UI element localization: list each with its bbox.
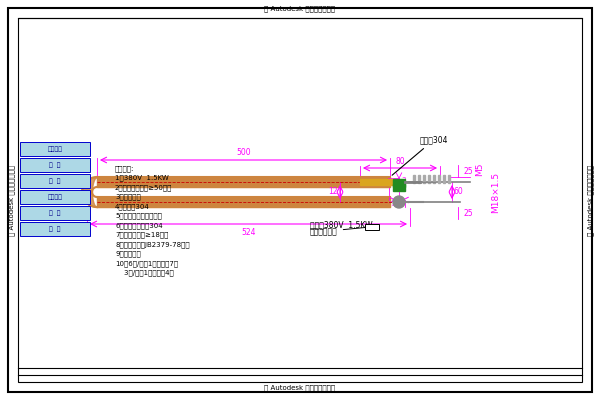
Bar [20, 206, 90, 220]
Bar [360, 179, 395, 185]
Text: 25: 25 [464, 208, 473, 218]
Text: 6、引出棒材料：304: 6、引出棒材料：304 [115, 222, 163, 229]
Text: 80: 80 [395, 157, 405, 166]
Bar [97, 177, 390, 187]
Bar [20, 142, 90, 156]
Text: 3、介质：水: 3、介质：水 [115, 194, 141, 200]
Text: 日  期: 日 期 [49, 226, 61, 232]
Bar [433, 175, 435, 183]
Text: 工艺规号: 工艺规号 [47, 194, 62, 200]
Text: 由 Autodesk 教育版产品制作: 由 Autodesk 教育版产品制作 [8, 164, 16, 236]
Bar [423, 175, 425, 183]
Text: 制造日期代码: 制造日期代码 [310, 227, 367, 236]
Text: 由 Autodesk 教育版产品制作: 由 Autodesk 教育版产品制作 [265, 385, 335, 391]
Bar [365, 224, 379, 230]
Text: 60: 60 [454, 188, 464, 196]
Text: 1、380V  1.5KW: 1、380V 1.5KW [115, 174, 169, 181]
Bar [20, 222, 90, 236]
Bar [438, 175, 440, 183]
Text: 由 Autodesk 教育版产品制作: 由 Autodesk 教育版产品制作 [265, 6, 335, 12]
Text: 9、保证封装: 9、保证封装 [115, 250, 141, 257]
Bar [393, 184, 405, 191]
Text: 标  校: 标 校 [49, 178, 61, 184]
Text: M5: M5 [476, 163, 485, 176]
Text: 7、使用寿命：≥18个月: 7、使用寿命：≥18个月 [115, 232, 169, 238]
Bar [20, 190, 90, 204]
Text: 524: 524 [241, 228, 256, 237]
Bar [413, 175, 415, 183]
Bar [393, 179, 405, 187]
Text: 2、冷态绝缘电阻≥50欧姆: 2、冷态绝缘电阻≥50欧姆 [115, 184, 172, 191]
Text: 打印：380V  1.5KW: 打印：380V 1.5KW [310, 220, 373, 229]
Text: 签  字: 签 字 [49, 210, 61, 216]
Text: 500: 500 [236, 148, 251, 157]
Text: 由 Autodesk 教育版产品制作: 由 Autodesk 教育版产品制作 [587, 164, 595, 236]
Bar [428, 175, 430, 183]
Text: 4: 4 [392, 202, 396, 208]
Text: 5、绝缘填料：氧化镁粉: 5、绝缘填料：氧化镁粉 [115, 212, 162, 219]
Bar [443, 175, 445, 183]
Bar [448, 175, 450, 183]
Text: M18×1.5: M18×1.5 [491, 172, 500, 212]
Text: 4、材料：304: 4、材料：304 [115, 203, 150, 210]
Circle shape [393, 196, 405, 208]
Text: 3: 3 [401, 177, 406, 183]
Text: 12: 12 [329, 188, 338, 196]
Text: 技术要求:: 技术要求: [115, 165, 134, 172]
Text: 审  图: 审 图 [49, 162, 61, 168]
Text: 规格标记: 规格标记 [47, 146, 62, 152]
Text: 4: 4 [400, 202, 404, 208]
Text: 8、其他要求按JB2379-78标准: 8、其他要求按JB2379-78标准 [115, 241, 190, 248]
Bar [418, 175, 420, 183]
Text: 10、6根/台＋1根配用＝7根: 10、6根/台＋1根配用＝7根 [115, 260, 178, 267]
Text: 材质：304: 材质：304 [392, 135, 449, 175]
Bar [20, 158, 90, 172]
Text: 3根/台＋1根配用＝4根: 3根/台＋1根配用＝4根 [115, 270, 174, 276]
Bar [97, 197, 390, 207]
Text: 25: 25 [464, 166, 473, 176]
Bar [20, 174, 90, 188]
